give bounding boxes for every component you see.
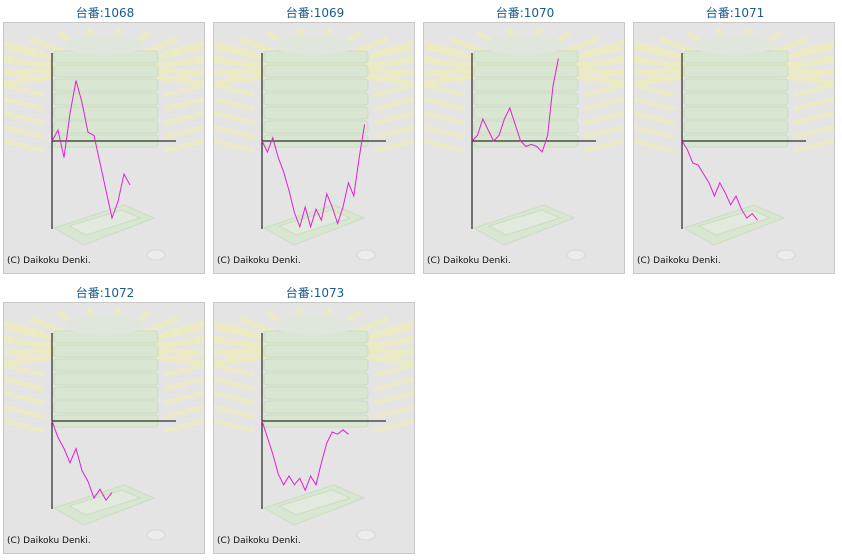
- slot-machine-watermark: [424, 27, 624, 261]
- machine-number-link[interactable]: 台番:1069: [285, 6, 345, 20]
- slot-machine-watermark: [4, 307, 204, 541]
- slump-graph-panel: (C) Daikoku Denki.: [3, 302, 205, 554]
- machine-number-link[interactable]: 台番:1070: [495, 6, 555, 20]
- slump-graph-panel: (C) Daikoku Denki.: [423, 22, 625, 274]
- machine-number-link[interactable]: 台番:1073: [285, 286, 345, 300]
- slump-graph: [4, 307, 204, 541]
- slump-graph: [634, 27, 834, 261]
- slot-machine-watermark: [214, 307, 414, 541]
- slump-graph-panel: (C) Daikoku Denki.: [213, 302, 415, 554]
- copyright-label: (C) Daikoku Denki.: [217, 536, 301, 546]
- copyright-label: (C) Daikoku Denki.: [7, 256, 91, 266]
- slump-graph: [214, 27, 414, 261]
- machine-card: 台番:1068 (C) Daikoku Denki.: [0, 0, 210, 280]
- slot-machine-watermark: [4, 27, 204, 261]
- copyright-label: (C) Daikoku Denki.: [427, 256, 511, 266]
- slump-graph-panel: (C) Daikoku Denki.: [213, 22, 415, 274]
- slump-graph-panel: (C) Daikoku Denki.: [633, 22, 835, 274]
- copyright-label: (C) Daikoku Denki.: [217, 256, 301, 266]
- payout-series-line: [681, 140, 758, 221]
- slump-graph: [424, 27, 624, 261]
- machine-number-link[interactable]: 台番:1072: [75, 286, 135, 300]
- machine-card: 台番:1069 (C) Daikoku Denki.: [210, 0, 420, 280]
- machine-card: 台番:1071 (C) Daikoku Denki.: [630, 0, 840, 280]
- machine-card: 台番:1072 (C) Daikoku Denki.: [0, 280, 210, 560]
- slump-graph-panel: (C) Daikoku Denki.: [3, 22, 205, 274]
- payout-series-line: [51, 80, 131, 220]
- machine-number-link[interactable]: 台番:1071: [705, 6, 765, 20]
- payout-series-line: [261, 420, 349, 492]
- slot-machine-watermark: [214, 27, 414, 261]
- slump-graph: [214, 307, 414, 541]
- machine-card: 台番:1070 (C) Daikoku Denki.: [420, 0, 630, 280]
- machine-card: 台番:1073 (C) Daikoku Denki.: [210, 280, 420, 560]
- slump-graph: [4, 27, 204, 261]
- payout-series-line: [261, 124, 366, 229]
- payout-series-line: [51, 420, 113, 502]
- copyright-label: (C) Daikoku Denki.: [7, 536, 91, 546]
- payout-series-line: [471, 58, 559, 153]
- copyright-label: (C) Daikoku Denki.: [637, 256, 721, 266]
- machine-number-link[interactable]: 台番:1068: [75, 6, 135, 20]
- slot-machine-watermark: [634, 27, 834, 261]
